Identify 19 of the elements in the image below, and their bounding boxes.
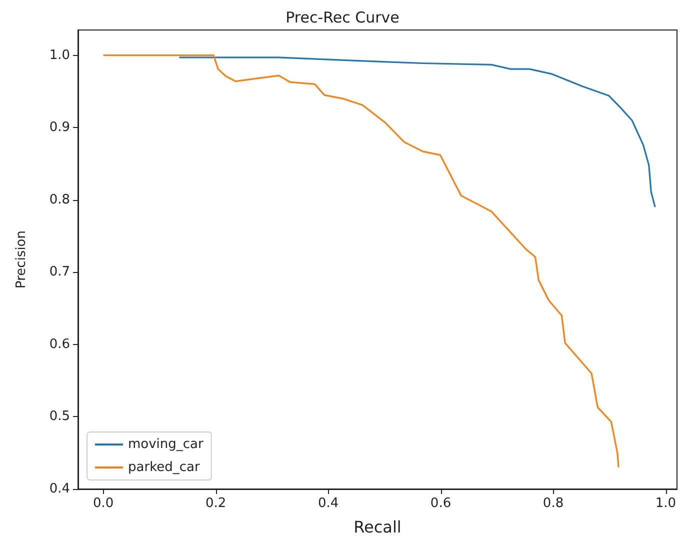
y-tick-label: 1.0 [49, 48, 70, 63]
x-tick-label: 1.0 [655, 496, 676, 511]
x-tick-label: 0.0 [92, 496, 114, 511]
legend-label: moving_car [128, 437, 204, 452]
x-axis-title: Recall [354, 518, 402, 536]
x-tick-label: 0.4 [318, 496, 339, 511]
chart-title: Prec-Rec Curve [286, 8, 400, 26]
x-tick-label: 0.6 [430, 496, 452, 511]
y-tick-label: 0.7 [49, 264, 70, 280]
y-tick-label: 0.9 [49, 120, 70, 136]
x-tick-label: 0.8 [542, 496, 564, 511]
y-axis-title: Precision [14, 230, 29, 289]
y-tick-label: 0.4 [49, 482, 70, 496]
y-tick-label: 0.8 [49, 192, 70, 208]
y-tick-label: 0.6 [49, 336, 70, 352]
legend-label: parked_car [128, 460, 200, 475]
y-tick-label: 0.5 [49, 409, 70, 424]
x-tick-label: 0.2 [205, 496, 226, 511]
line-series [178, 56, 656, 208]
